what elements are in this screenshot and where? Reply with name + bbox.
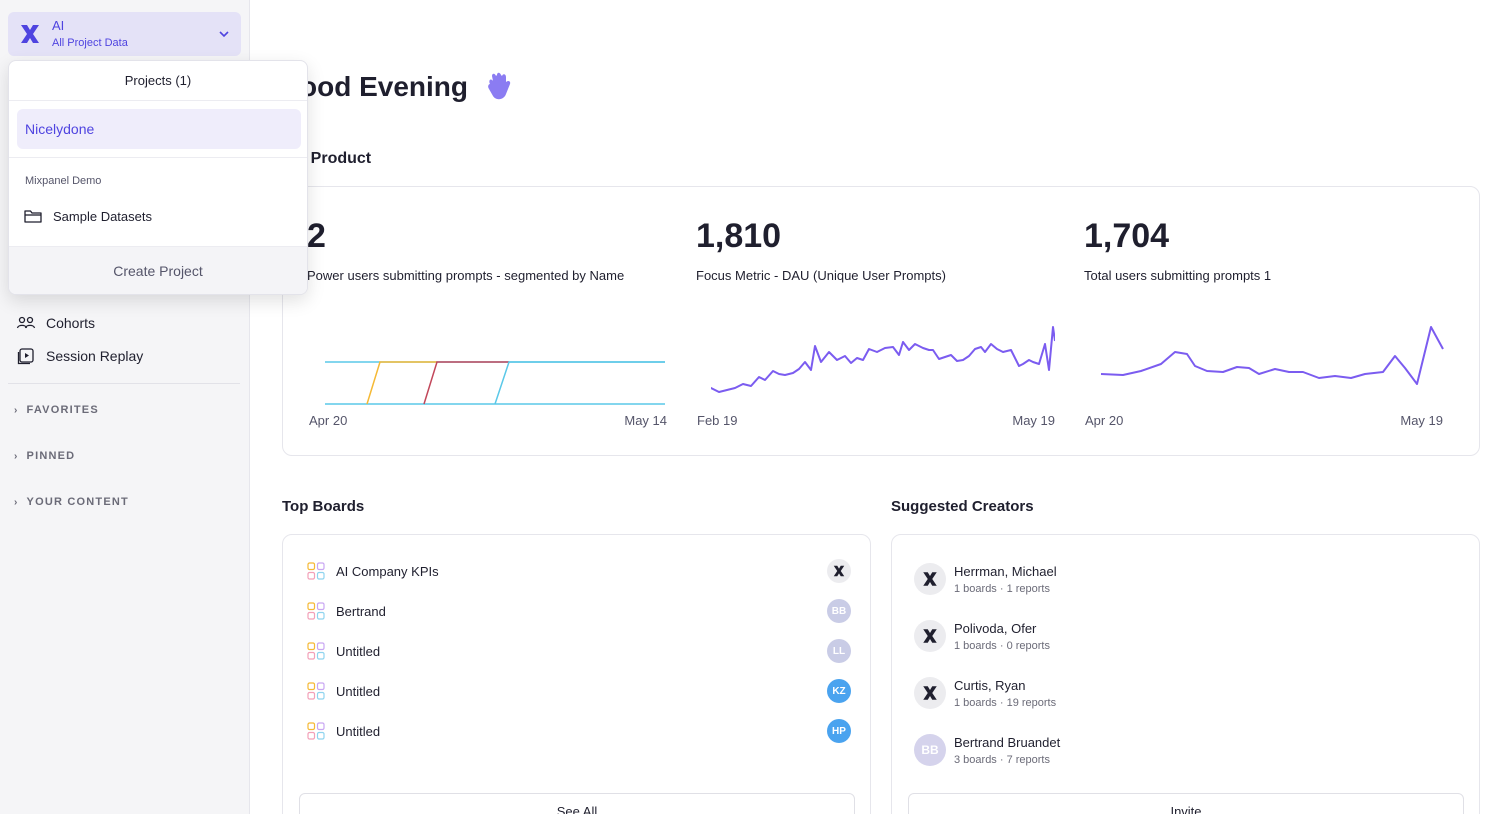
project-dropdown: Projects (1) Nicelydone Mixpanel Demo Sa…	[8, 60, 308, 295]
sparkline-dau	[711, 326, 1055, 393]
mixpanel-logo-icon	[21, 25, 39, 43]
owner-avatar: KZ	[827, 679, 851, 703]
mixpanel-logo-icon	[923, 686, 937, 700]
creator-name: Bertrand Bruandet	[954, 734, 1061, 750]
metric-power-users[interactable]: 2 Power users submitting prompts - segme…	[307, 217, 624, 283]
cohorts-icon	[16, 313, 36, 333]
x-axis-labels: Apr 20 May 19	[1085, 413, 1443, 428]
mixpanel-logo-icon	[923, 572, 937, 586]
owner-avatar	[827, 559, 851, 583]
board-row[interactable]: Untitled LL	[307, 637, 851, 665]
x-axis-labels: Apr 20 May 14	[309, 413, 667, 428]
board-name: AI Company KPIs	[336, 563, 439, 579]
creator-item[interactable]: Polivoda, Ofer 1 boards · 0 reports	[914, 620, 1050, 652]
board-name: Untitled	[336, 643, 381, 659]
creator-item[interactable]: Curtis, Ryan 1 boards · 19 reports	[914, 677, 1056, 709]
sidebar-item-label: Session Replay	[46, 348, 144, 364]
metric-label: Total users submitting prompts 1	[1084, 268, 1272, 283]
board-grid-icon	[307, 682, 325, 700]
project-scope: All Project Data	[52, 37, 128, 49]
creator-item[interactable]: BB Bertrand Bruandet 3 boards · 7 report…	[914, 734, 1060, 766]
dropdown-divider	[9, 157, 307, 158]
sidebar-section-pinned[interactable]: › PINNED	[14, 450, 76, 462]
page-title: ood Evening	[300, 70, 516, 104]
metric-value: 1,810	[696, 217, 782, 255]
board-name: Bertrand	[336, 603, 386, 619]
board-row[interactable]: AI Company KPIs	[307, 557, 851, 585]
sidebar-item-label: Cohorts	[46, 315, 96, 331]
creator-name: Herrman, Michael	[954, 563, 1057, 579]
sidebar-item-cohorts[interactable]: Cohorts	[16, 313, 95, 333]
metric-value: 2	[307, 217, 326, 255]
board-grid-icon	[307, 602, 325, 620]
invite-button[interactable]: Invite	[908, 793, 1464, 814]
board-row[interactable]: Untitled KZ	[307, 677, 851, 705]
sidebar-section-favorites[interactable]: › FAVORITES	[14, 404, 99, 416]
board-grid-icon	[307, 722, 325, 740]
create-project-button[interactable]: Create Project	[9, 246, 307, 294]
metric-dau[interactable]: 1,810 Focus Metric - DAU (Unique User Pr…	[696, 217, 946, 283]
board-name: Untitled	[336, 683, 381, 699]
creator-name: Polivoda, Ofer	[954, 620, 1037, 636]
avatar: BB	[914, 734, 946, 766]
avatar	[914, 677, 946, 709]
project-name: AI	[52, 18, 65, 33]
project-switcher[interactable]: AI All Project Data	[8, 12, 241, 56]
top-boards-card: AI Company KPIs Bertrand BB Untitled LL	[282, 534, 871, 814]
see-all-button[interactable]: See All	[299, 793, 855, 814]
mixpanel-logo-icon	[923, 629, 937, 643]
creator-meta: 1 boards · 19 reports	[954, 696, 1057, 709]
top-boards-title: Top Boards	[282, 498, 365, 515]
dropdown-group-label: Mixpanel Demo	[25, 175, 102, 187]
x-axis-labels: Feb 19 May 19	[697, 413, 1055, 428]
sidebar-item-session-replay[interactable]: Session Replay	[16, 346, 143, 366]
metric-value: 1,704	[1084, 217, 1170, 255]
mixpanel-logo-icon	[833, 565, 845, 577]
owner-avatar: HP	[827, 719, 851, 743]
metrics-card: 2 Power users submitting prompts - segme…	[282, 186, 1480, 456]
section-title-product: r Product	[300, 150, 372, 167]
sidebar-section-your-content[interactable]: › YOUR CONTENT	[14, 496, 129, 508]
metric-total-users[interactable]: 1,704 Total users submitting prompts 1	[1084, 217, 1271, 283]
metric-label: Focus Metric - DAU (Unique User Prompts)	[696, 268, 946, 283]
waving-hand-icon	[488, 72, 511, 100]
creator-item[interactable]: Herrman, Michael 1 boards · 1 reports	[914, 563, 1057, 595]
dropdown-header: Projects (1)	[9, 61, 307, 101]
avatar	[914, 563, 946, 595]
session-replay-icon	[16, 346, 36, 366]
chevron-right-icon: ›	[14, 450, 19, 462]
project-option-sample-datasets[interactable]: Sample Datasets	[23, 207, 152, 225]
chevron-down-icon	[219, 31, 229, 38]
board-name: Untitled	[336, 723, 381, 739]
board-grid-icon	[307, 562, 325, 580]
owner-avatar: BB	[827, 599, 851, 623]
board-row[interactable]: Untitled HP	[307, 717, 851, 745]
folder-icon	[24, 210, 42, 223]
metric-label: Power users submitting prompts - segment…	[307, 268, 625, 283]
sparkline-power-users	[325, 361, 665, 405]
avatar	[914, 620, 946, 652]
board-grid-icon	[307, 642, 325, 660]
sparkline-total-users	[1100, 326, 1444, 385]
creator-meta: 1 boards · 1 reports	[954, 582, 1050, 595]
board-row[interactable]: Bertrand BB	[307, 597, 851, 625]
suggested-creators-card: Herrman, Michael 1 boards · 1 reports Po…	[891, 534, 1480, 814]
chevron-right-icon: ›	[14, 496, 19, 508]
creator-name: Curtis, Ryan	[954, 677, 1026, 693]
project-option-selected[interactable]: Nicelydone	[17, 109, 301, 149]
creator-meta: 1 boards · 0 reports	[954, 639, 1050, 652]
creator-meta: 3 boards · 7 reports	[954, 753, 1050, 766]
sidebar-divider	[8, 383, 240, 384]
suggested-creators-title: Suggested Creators	[891, 498, 1034, 515]
owner-avatar: LL	[827, 639, 851, 663]
chevron-right-icon: ›	[14, 404, 19, 416]
